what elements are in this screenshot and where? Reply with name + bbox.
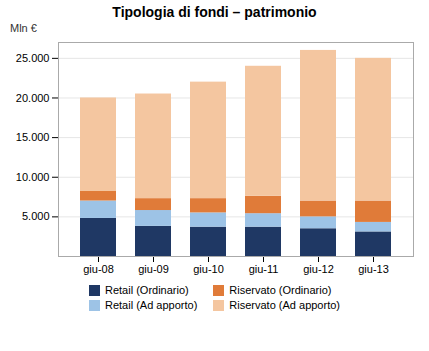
svg-text:giu-12: giu-12 — [303, 263, 334, 275]
html-text:Retail (Ad apporto): Retail (Ad apporto) — [105, 299, 198, 311]
svg-text:10.000: 10.000 — [16, 171, 50, 183]
html-text:Retail (Ordinario): Retail (Ordinario) — [105, 284, 189, 296]
svg-text:20.000: 20.000 — [16, 92, 50, 104]
svg-text:giu-13: giu-13 — [358, 263, 389, 275]
svg-text:15.000: 15.000 — [16, 131, 50, 143]
svg-text:giu-09: giu-09 — [138, 263, 169, 275]
html-text:Mln €: Mln € — [10, 22, 37, 34]
html-text:Tipologia di fondi – patrimoni: Tipologia di fondi – patrimonio — [112, 4, 317, 20]
html-text:Riservato (Ad apporto): Riservato (Ad apporto) — [229, 299, 340, 311]
html-text:Riservato (Ordinario): Riservato (Ordinario) — [229, 284, 332, 296]
svg-text:5.000: 5.000 — [22, 210, 50, 222]
svg-text:25.000: 25.000 — [16, 52, 50, 64]
svg-text:giu-11: giu-11 — [249, 263, 279, 275]
svg-text:giu-10: giu-10 — [193, 263, 224, 275]
svg-text:giu-08: giu-08 — [83, 263, 114, 275]
